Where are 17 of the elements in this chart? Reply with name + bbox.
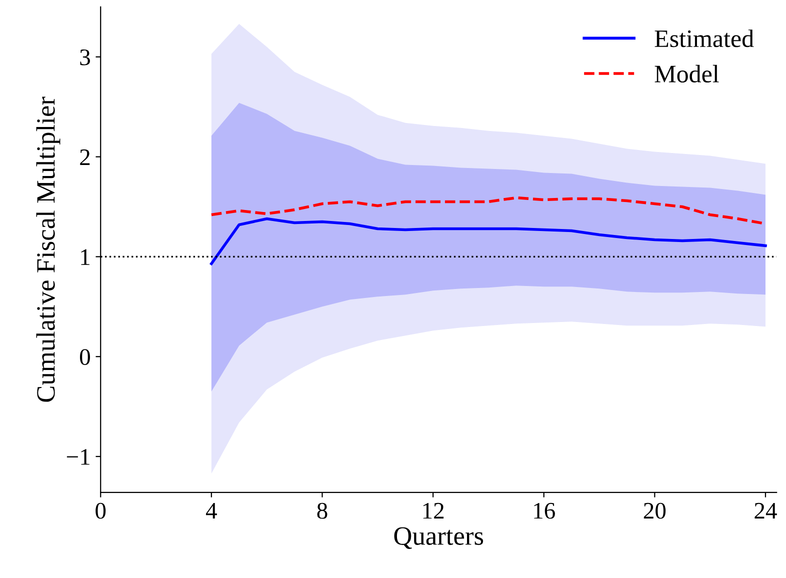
x-tick-label: 20 xyxy=(644,502,666,519)
x-tick-label: 12 xyxy=(423,502,444,519)
x-tick-label: 8 xyxy=(317,502,328,519)
legend-label: Model xyxy=(654,64,719,83)
x-tick-label: 4 xyxy=(206,503,217,519)
x-tick-label: 0 xyxy=(96,502,106,519)
y-tick-label: 1 xyxy=(81,249,90,265)
y-tick-label: 2 xyxy=(80,149,90,165)
y-tick-label: 0 xyxy=(80,349,90,366)
x-tick-label: 16 xyxy=(534,502,555,519)
x-tick-label: 24 xyxy=(754,502,777,519)
y-tick-label: −1 xyxy=(66,449,90,465)
x-axis-title: Quarters xyxy=(394,527,484,549)
y-axis-title: Cumulative Fiscal Multiplier xyxy=(36,96,60,402)
line-series xyxy=(210,217,767,266)
y-tick-label: 3 xyxy=(80,49,90,66)
legend-label: Estimated xyxy=(654,30,754,48)
